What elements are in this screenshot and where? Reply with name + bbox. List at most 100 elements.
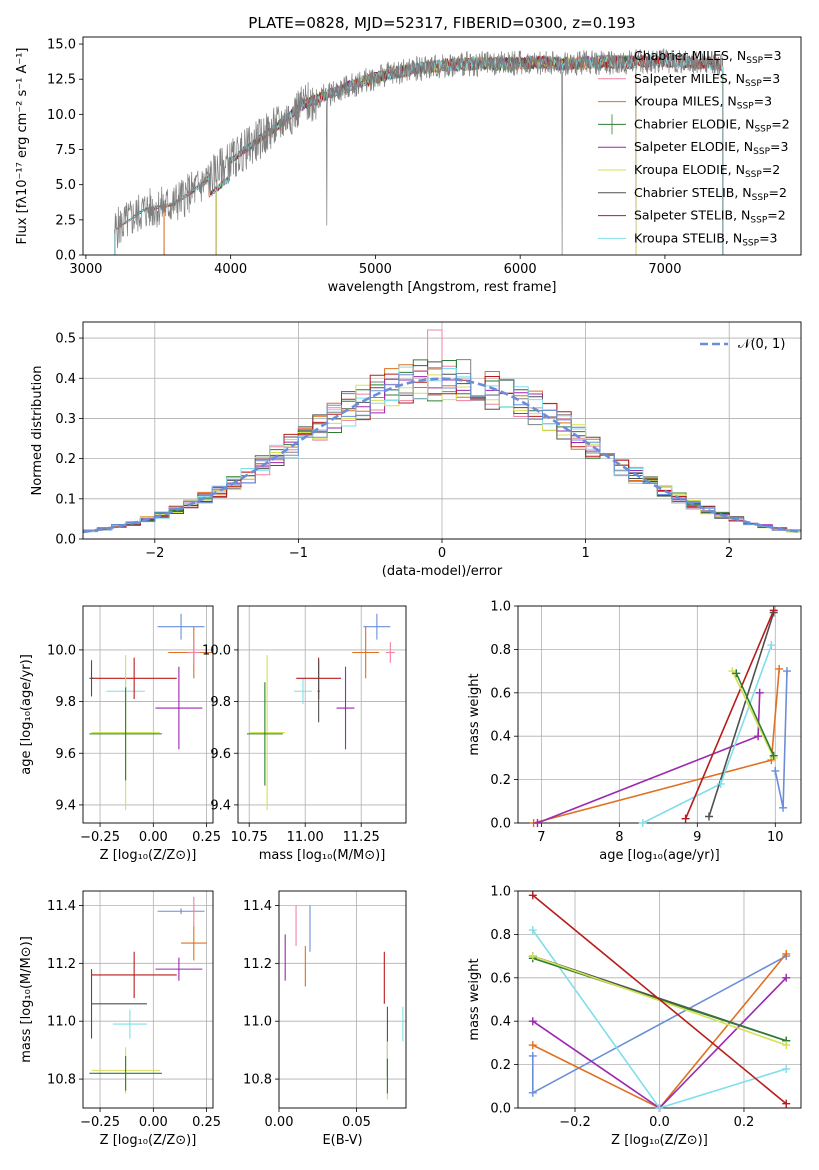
chart-weight_vs_age: 7 8 9 10 0.0 0.2 0.4 0.6 0.8 1.0 age [log₁₀(age/yr… [467,600,802,863]
plot-area [284,905,404,1100]
weight-marker [782,667,791,676]
y-tick-label: 0.1 [55,492,76,507]
x-tick-label: −1 [289,546,308,561]
y-tick-label: 12.5 [47,73,76,88]
weight-marker [769,751,778,760]
x-tick-label: 9 [693,830,701,845]
y-tick-label: 10.0 [202,643,231,658]
y-tick-label: 11.4 [47,899,76,914]
x-tick-label: 6000 [504,262,537,277]
x-tick-label: 0.00 [139,830,168,845]
legend-text: Kroupa MILES, N [634,94,737,109]
y-tick-label: 9.4 [210,798,231,813]
x-tick-label: 4000 [214,262,247,277]
axes-frame [82,36,802,256]
x-tick-label: 7000 [648,262,681,277]
legend-suffix: =3 [759,230,777,245]
weight-line [532,955,787,1046]
weight-marker [754,732,763,741]
weight-marker [732,669,741,678]
y-axis-label: mass weight [467,673,482,755]
y-tick-label: 11.0 [243,1015,272,1030]
legend-label: Kroupa MILES, NSSP=3 [634,94,772,112]
y-axis-label: Flux [fλ10⁻¹⁷ erg cm⁻² s⁻¹ A⁻¹] [15,48,30,245]
y-tick-label: 0.6 [490,971,511,986]
weight-marker [638,819,647,827]
legend-text: Chabrier ELODIE, N [634,116,754,131]
plot-area [89,896,207,1094]
y-axis-label: mass weight [467,958,482,1040]
y-tick-label: 11.2 [47,957,76,972]
legend-suffix: =3 [770,139,788,154]
plot-area [533,609,788,823]
axes-frame [517,605,802,824]
y-tick-label: 0.4 [490,730,511,745]
axes-frame [237,605,407,824]
weight-marker [769,606,778,615]
legend-label: Chabrier MILES, NSSP=3 [634,48,782,66]
weight-marker [767,641,776,650]
x-axis-label: age [log₁₀(age/yr)] [599,848,720,863]
y-tick-label: 10.8 [47,1073,76,1088]
legend-text: Kroupa STELIB, N [634,230,742,245]
legend-label: Chabrier STELIB, NSSP=2 [634,185,787,203]
weight-marker [775,664,784,673]
legend-suffix: =3 [754,94,772,109]
plot-area [532,894,787,1108]
x-tick-label: 11.00 [287,830,324,845]
weight-marker [528,1017,537,1026]
legend-subscript: SSP [745,170,762,180]
y-tick-label: 5.0 [55,178,76,193]
x-tick-label: 0.25 [192,1115,221,1130]
y-tick-label: 15.0 [47,38,76,53]
legend-label: Salpeter MILES, NSSP=3 [634,71,780,89]
y-tick-label: 0.8 [490,928,511,943]
weight-line [735,672,775,757]
weight-line [731,670,775,759]
weight-marker [528,891,537,900]
legend-text: Salpeter MILES, N [634,71,745,86]
weight-marker [528,1088,537,1097]
y-tick-label: 0.3 [55,412,76,427]
x-tick-label: 0 [438,546,446,561]
legend-suffix: =3 [763,48,781,63]
chart-title: PLATE=0828, MJD=52317, FIBERID=0300, z=0… [248,14,635,32]
y-tick-label: 0.6 [490,686,511,701]
legend-label: Salpeter STELIB, NSSP=2 [634,208,786,226]
x-tick-label: 0.0 [649,1115,670,1130]
x-axis-label: (data-model)/error [382,564,503,579]
y-tick-label: 10.0 [47,108,76,123]
weight-marker [782,973,791,982]
legend-text: Salpeter ELODIE, N [634,139,753,154]
x-tick-label: −0.2 [559,1115,591,1130]
y-tick-label: 11.0 [47,1015,76,1030]
x-axis-label: Z [log₁₀(Z/Z⊙)] [100,1133,197,1148]
y-tick-label: 11.2 [243,957,272,972]
weight-line [708,612,775,817]
y-tick-label: 7.5 [55,143,76,158]
x-axis-label: wavelength [Angstrom, rest frame] [328,280,557,295]
legend-subscript: SSP [746,56,763,66]
legend-suffix: =3 [762,71,780,86]
legend-suffix: =2 [771,116,789,131]
chart-weight_vs_Z: −0.2 0.0 0.2 0.0 0.2 0.4 0.6 0.8 1.0 Z [log₁₀(Z/Z… [467,885,802,1148]
y-tick-label: 9.6 [55,747,76,762]
weight-marker [528,1041,537,1050]
model-spectrum-line [215,54,637,255]
chart-spectrum: 3000 4000 5000 6000 7000 0.0 2.5 5.0 7.5 10.0 12.5… [15,36,802,295]
weight-marker [755,688,764,697]
plot-area [83,329,801,534]
weight-marker [716,779,725,788]
x-tick-label: 0.00 [265,1115,294,1130]
x-tick-label: 0.2 [734,1115,755,1130]
x-tick-label: 11.25 [343,830,380,845]
y-tick-label: 0.4 [490,1015,511,1030]
model-spectrum-line [114,53,724,255]
chart-age_vs_Z: −0.25 0.00 0.25 9.4 9.6 9.8 10.0 Z [log₁₀(Z/Z⊙)… [19,605,221,863]
y-tick-label: 10.8 [243,1073,272,1088]
chart-age_vs_mass: 10.75 11.00 11.25 9.4 9.6 9.8 10.0 mass [log₁₀(… [202,605,407,863]
model-spectrum-line [215,54,637,255]
legend-text: Chabrier MILES, N [634,48,746,63]
weight-marker [782,1099,791,1108]
legend-label: Salpeter ELODIE, NSSP=3 [634,139,788,157]
